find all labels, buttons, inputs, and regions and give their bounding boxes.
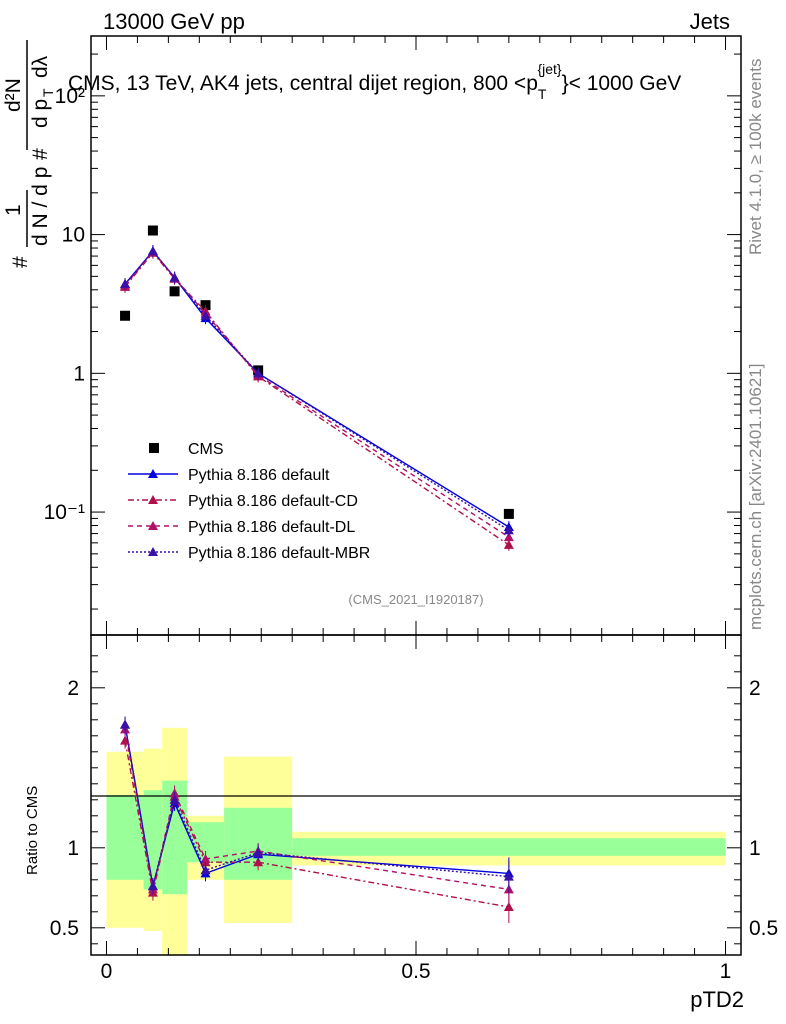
ylabel-T: T bbox=[40, 88, 56, 97]
x-tick-label: 0.5 bbox=[401, 960, 430, 983]
legend-marker bbox=[148, 495, 158, 504]
data-point-mc bbox=[503, 525, 514, 535]
ratio-y-tick-label-left: 0.5 bbox=[50, 917, 79, 940]
y-tick-label: 1 bbox=[73, 362, 85, 385]
ylabel-d2n: d²N bbox=[2, 78, 25, 112]
ylabel-one: 1 bbox=[2, 204, 25, 216]
series-line bbox=[124, 250, 510, 528]
data-point-cms bbox=[169, 286, 180, 297]
main-ylabel: # 1 d N / d p # d²N d p T dλ bbox=[2, 40, 56, 268]
legend-label: Pythia 8.186 default-CD bbox=[188, 493, 358, 510]
uncertainty-band-green bbox=[292, 838, 726, 856]
series-line bbox=[124, 250, 510, 531]
ratio-point bbox=[120, 719, 131, 729]
ratio-point bbox=[169, 794, 180, 804]
ratio-point bbox=[200, 865, 211, 875]
x-tick-label: 0 bbox=[101, 960, 113, 983]
x-tick-label: 1 bbox=[720, 960, 732, 983]
x-axis-label: pTD2 bbox=[690, 987, 744, 1012]
ratio-frame bbox=[90, 634, 742, 956]
uncertainty-band-green bbox=[106, 795, 144, 880]
ratio-y-tick-label-right: 1 bbox=[749, 837, 761, 860]
ratio-point bbox=[253, 857, 264, 867]
ylabel-dlambda: dλ bbox=[29, 55, 52, 78]
ylabel-hash1: # bbox=[9, 256, 32, 268]
main-title-suffix: }< 1000 GeV bbox=[562, 72, 682, 95]
ratio-series-line bbox=[124, 740, 509, 908]
legend-marker bbox=[148, 547, 158, 556]
main-axes: 10⁻¹ 1 10 10² bbox=[44, 36, 741, 635]
ratio-point bbox=[253, 847, 264, 857]
watermark: (CMS_2021_I1920187) bbox=[348, 592, 483, 607]
data-point-mc bbox=[503, 532, 514, 542]
ratio-axes: 0.5 0.5 1 1 2 2 0 0.5 1 bbox=[50, 635, 778, 983]
main-title-sub: T bbox=[538, 86, 547, 102]
series-line bbox=[124, 250, 510, 538]
data-point-mc bbox=[253, 368, 264, 378]
data-point-mc bbox=[120, 279, 131, 289]
ratio-point bbox=[147, 881, 158, 891]
data-point-cms bbox=[200, 300, 211, 311]
main-series-layer bbox=[120, 225, 514, 551]
ratio-series-line bbox=[124, 724, 509, 887]
ratio-point bbox=[503, 902, 514, 911]
ratio-y-tick-label-right: 2 bbox=[749, 677, 761, 700]
legend-label: Pythia 8.186 default-MBR bbox=[188, 545, 370, 562]
data-point-mc bbox=[503, 539, 514, 549]
mcplots-label: mcplots.cern.ch [arXiv:2401.10621] bbox=[746, 364, 765, 630]
ratio-point bbox=[200, 854, 211, 863]
y-tick-label: 10² bbox=[55, 85, 85, 108]
legend-marker bbox=[148, 469, 158, 478]
uncertainty-band-green bbox=[143, 790, 163, 890]
ylabel-dpt: d p bbox=[29, 99, 52, 128]
ratio-y-tick-label-left: 2 bbox=[67, 677, 79, 700]
ratio-bands bbox=[106, 727, 726, 955]
data-point-cms bbox=[120, 310, 131, 321]
main-title-sup: {jet} bbox=[537, 61, 561, 77]
legend-label: Pythia 8.186 default bbox=[188, 467, 330, 484]
ratio-series-layer bbox=[120, 716, 514, 923]
data-point-cms bbox=[503, 508, 514, 519]
legend-marker bbox=[149, 443, 159, 453]
rivet-label: Rivet 4.1.0, ≥ 100k events bbox=[746, 59, 765, 255]
ylabel-hash2: # bbox=[29, 148, 52, 160]
ratio-point bbox=[503, 871, 514, 881]
legend-label: CMS bbox=[188, 441, 224, 458]
legend: CMS Pythia 8.186 default Pythia 8.186 defa… bbox=[128, 441, 370, 562]
data-point-cms bbox=[147, 225, 158, 236]
beam-label: 13000 GeV pp bbox=[103, 9, 245, 34]
ratio-y-tick-label-right: 0.5 bbox=[749, 917, 778, 940]
ratio-ylabel: Ratio to CMS bbox=[24, 786, 41, 875]
ylabel-dn: d N / d p bbox=[29, 167, 52, 246]
data-point-mc bbox=[200, 310, 211, 320]
ratio-y-tick-label-left: 1 bbox=[67, 837, 79, 860]
y-tick-label: 10 bbox=[62, 224, 85, 247]
legend-label: Pythia 8.186 default-DL bbox=[188, 519, 355, 536]
y-tick-label: 10⁻¹ bbox=[44, 501, 85, 524]
data-point-mc bbox=[147, 246, 158, 256]
data-point-mc bbox=[169, 272, 180, 282]
main-title: CMS, 13 TeV, AK4 jets, central dijet reg… bbox=[68, 61, 681, 102]
main-title-prefix: CMS, 13 TeV, AK4 jets, central dijet reg… bbox=[68, 72, 538, 95]
category-label: Jets bbox=[690, 9, 730, 34]
legend-marker bbox=[148, 521, 158, 530]
